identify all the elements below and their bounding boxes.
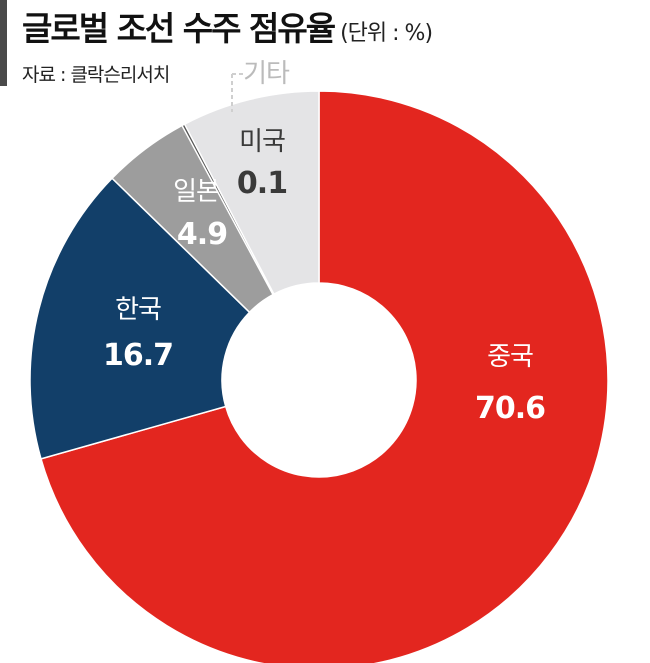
other-leader-line — [231, 73, 246, 112]
slice-0 — [40, 90, 609, 663]
slice-value-3: 0.1 — [237, 166, 287, 201]
slice-label-4: 기타 — [243, 59, 290, 89]
slice-label-3: 미국 — [239, 127, 285, 157]
slice-label-0: 중국 — [487, 342, 533, 372]
chart-title: 글로벌 조선 수주 점유율 (단위 : %) — [22, 2, 433, 50]
slice-value-0: 70.6 — [475, 391, 545, 426]
title-accent-bar — [0, 0, 7, 86]
slice-value-1: 16.7 — [103, 338, 173, 373]
donut-slices — [29, 90, 609, 663]
chart-title-text: 글로벌 조선 수주 점유율 — [22, 9, 336, 48]
slice-4 — [183, 90, 320, 296]
donut-labels: 중국 70.6 한국 16.7 일본 4.9 미국 0.1 기타 — [103, 59, 546, 426]
chart-unit: (단위 : %) — [340, 21, 433, 46]
slice-label-2: 일본 — [173, 177, 219, 207]
chart-source: 자료 : 클락슨리서치 — [22, 64, 170, 86]
slice-1 — [29, 177, 251, 460]
slice-value-2: 4.9 — [177, 217, 227, 252]
slice-label-1: 한국 — [115, 295, 161, 325]
